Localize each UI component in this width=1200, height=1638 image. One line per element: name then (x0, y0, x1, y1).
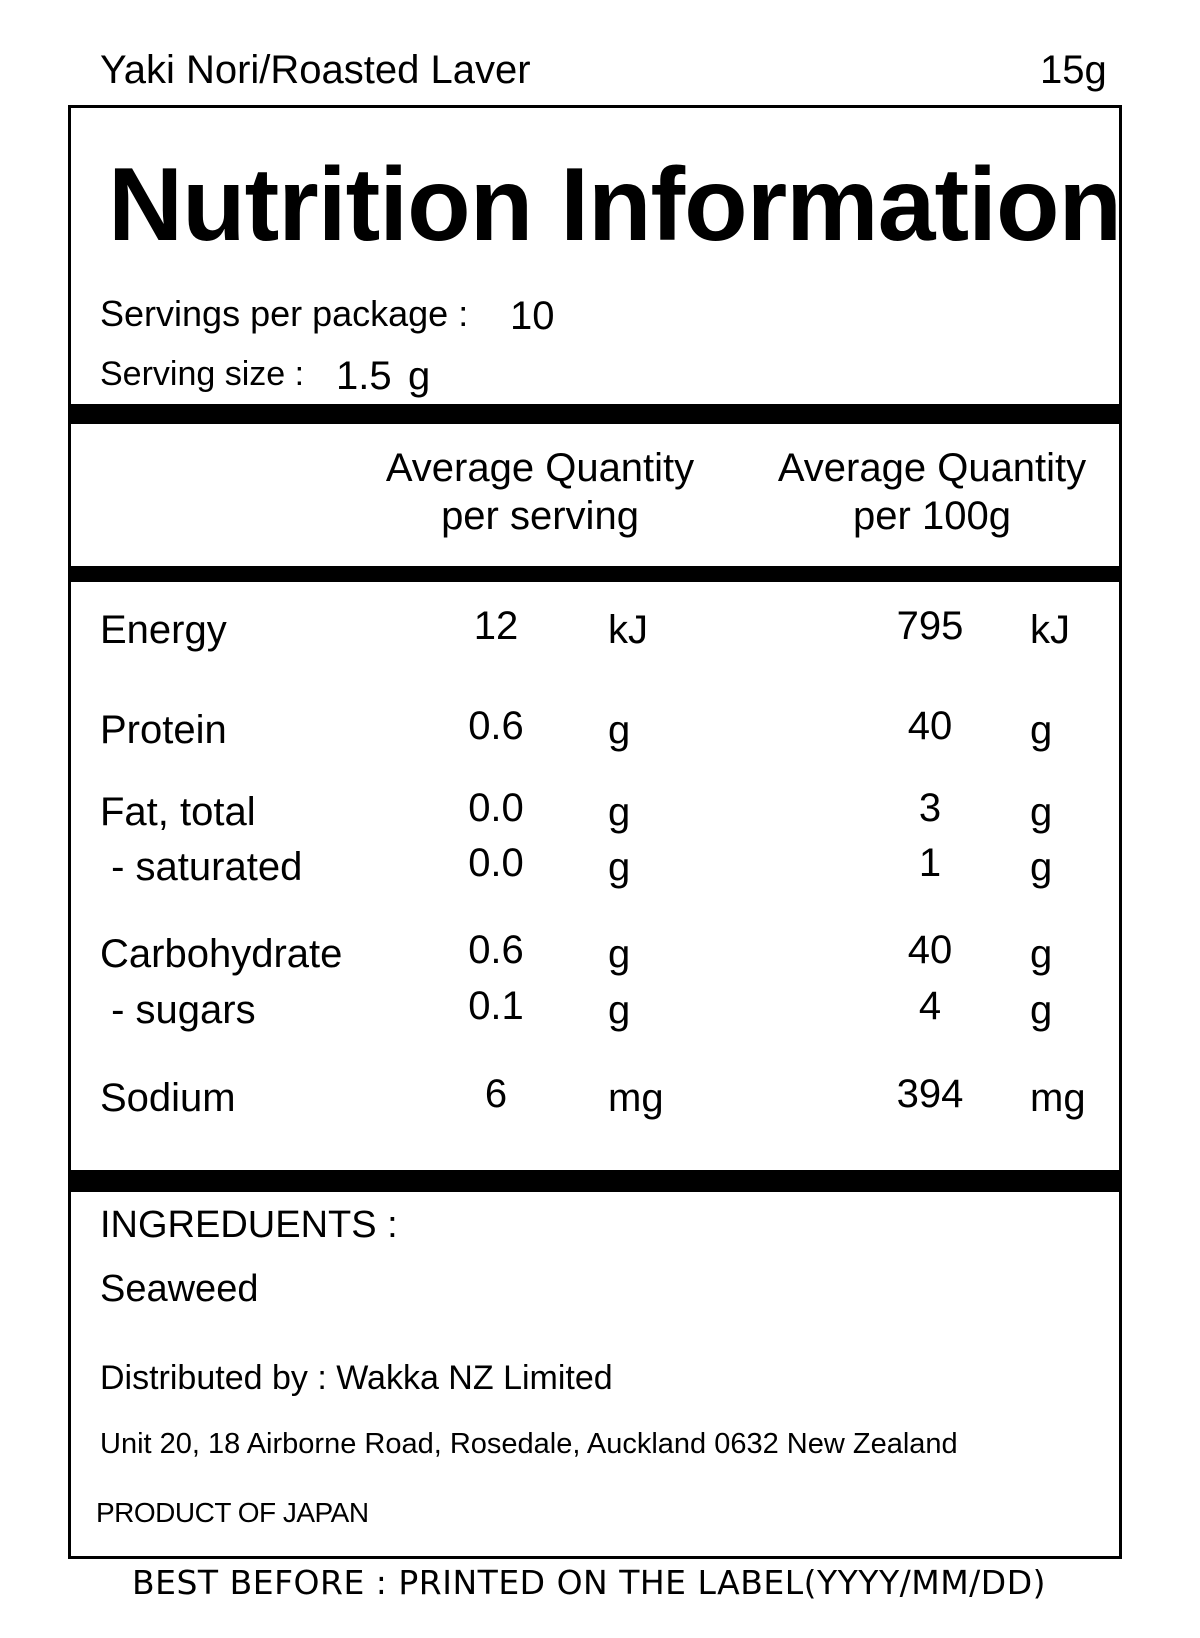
column-header-line: per 100g (853, 494, 1011, 538)
distributor: Distributed by : Wakka NZ Limited (100, 1359, 613, 1397)
per-100g-unit: g (1030, 790, 1053, 834)
per-serving-value: 12 (473, 604, 519, 648)
per-serving-value: 6 (484, 1072, 508, 1116)
nutrient-label: Fat, total (100, 790, 256, 834)
divider-thick (68, 1170, 1122, 1192)
nutrient-label: - saturated (100, 845, 303, 889)
country-of-origin: PRODUCT OF JAPAN (96, 1497, 369, 1528)
per-100g-value: 3 (918, 786, 942, 830)
ingredients-value: Seaweed (100, 1268, 259, 1310)
servings-per-package-label: Servings per package : (100, 293, 469, 334)
column-header-line: Average Quantity (385, 446, 695, 490)
net-weight: 15g (1040, 48, 1107, 92)
nutrient-label: Protein (100, 708, 227, 752)
per-serving-unit: g (608, 988, 631, 1032)
per-serving-value: 0.0 (468, 786, 524, 830)
serving-size-label: Serving size : (100, 355, 305, 393)
serving-size-value: 1.5 (336, 354, 392, 398)
distributor-address: Unit 20, 18 Airborne Road, Rosedale, Auc… (100, 1428, 958, 1460)
nutrient-label: Carbohydrate (100, 932, 343, 976)
per-serving-unit: mg (608, 1076, 664, 1120)
panel-title: Nutrition Information (108, 147, 1122, 263)
per-100g-unit: g (1030, 988, 1053, 1032)
divider-thick (68, 404, 1122, 424)
nutrient-label: Sodium (100, 1076, 236, 1120)
per-100g-value: 40 (907, 928, 953, 972)
per-serving-unit: g (608, 790, 631, 834)
servings-per-package-value: 10 (510, 294, 555, 338)
divider-thick (68, 566, 1122, 582)
per-100g-unit: g (1030, 845, 1053, 889)
column-header-line: per serving (441, 494, 639, 538)
column-header-per-serving: Average Quantity per serving (350, 444, 730, 540)
per-serving-unit: g (608, 932, 631, 976)
per-serving-unit: kJ (608, 608, 648, 652)
per-100g-value: 40 (907, 704, 953, 748)
per-100g-value: 795 (896, 604, 964, 648)
nutrition-panel (68, 105, 1122, 1559)
per-serving-value: 0.6 (468, 928, 524, 972)
per-100g-value: 1 (918, 841, 942, 885)
per-100g-unit: mg (1030, 1076, 1086, 1120)
per-100g-value: 394 (896, 1072, 964, 1116)
per-100g-unit: g (1030, 932, 1053, 976)
ingredients-label: INGREDUENTS : (100, 1204, 398, 1246)
serving-size-unit: g (408, 354, 431, 398)
best-before: BEST BEFORE : PRINTED ON THE LABEL(YYYY/… (132, 1563, 1046, 1602)
per-100g-unit: g (1030, 708, 1053, 752)
per-serving-value: 0.0 (468, 841, 524, 885)
per-serving-value: 0.1 (468, 984, 524, 1028)
per-serving-unit: g (608, 845, 631, 889)
product-name: Yaki Nori/Roasted Laver (100, 48, 531, 92)
per-serving-unit: g (608, 708, 631, 752)
nutrient-label: Energy (100, 608, 227, 652)
per-100g-value: 4 (918, 984, 942, 1028)
per-100g-unit: kJ (1030, 608, 1070, 652)
column-header-line: Average Quantity (777, 446, 1087, 490)
nutrient-label: - sugars (100, 988, 256, 1032)
column-header-per-100g: Average Quantity per 100g (742, 444, 1122, 540)
per-serving-value: 0.6 (468, 704, 524, 748)
